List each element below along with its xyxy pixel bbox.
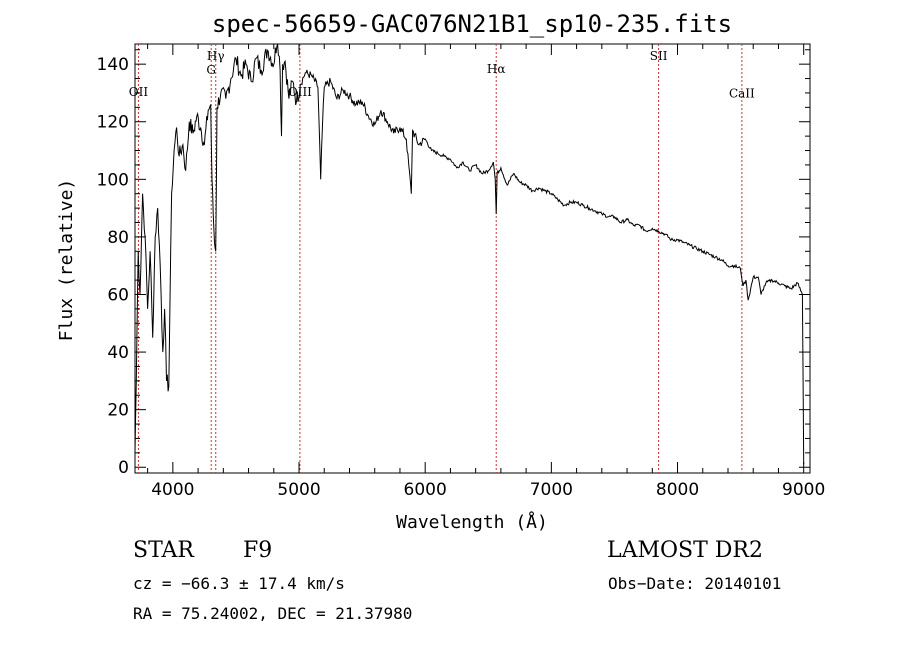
spectral-subclass: F9 [243, 538, 273, 563]
spectrum-line [134, 43, 805, 465]
observation-date: Obs−Date: 20140101 [608, 574, 782, 593]
plot-border [134, 43, 811, 474]
x-tick-label: 7000 [530, 480, 573, 500]
x-tick-label: 6000 [404, 480, 447, 500]
object-type: STAR [133, 538, 194, 563]
spectral-line-label-oiii: OIII [288, 85, 312, 99]
x-tick-label: 9000 [782, 480, 825, 500]
redshift-value: cz = −66.3 ± 17.4 km/s [133, 574, 345, 593]
spectral-line-label-g: G [206, 63, 216, 77]
plot-frame [134, 43, 811, 474]
y-tick-label: 120 [97, 113, 129, 133]
y-tick-label: 60 [107, 285, 129, 305]
x-tick-label: 5000 [277, 480, 320, 500]
x-axis-ticks: 4000 5000 6000 7000 8000 9000 [147, 44, 825, 500]
spectral-line-label-hα: Hα [487, 62, 506, 76]
spectral-line-label-hγ: Hγ [207, 49, 225, 63]
spectral-line-label-oii: OII [129, 85, 149, 99]
y-axis-ticks: 0 20 40 60 80 100 120 140 [97, 49, 810, 478]
chart-title: spec-56659-GAC076N21B1_sp10-235.fits [212, 10, 732, 38]
spectral-line-markers [137, 44, 743, 473]
x-tick-label: 8000 [656, 480, 699, 500]
x-axis-label: Wavelength (Å) [396, 511, 548, 533]
y-tick-label: 40 [107, 343, 129, 363]
y-tick-label: 100 [97, 170, 129, 190]
x-tick-label: 4000 [151, 480, 194, 500]
spectrum-series [134, 43, 805, 465]
y-tick-label: 80 [107, 228, 129, 248]
spectral-line-labels: OII HγG OIII Hα SII CaII [129, 49, 755, 100]
y-tick-label: 20 [107, 401, 129, 421]
y-tick-label: 0 [118, 458, 129, 478]
spectral-line-label-caii: CaII [729, 86, 755, 100]
survey-name: LAMOST DR2 [607, 538, 763, 563]
spectral-line-label-sii: SII [650, 49, 668, 63]
y-tick-label: 140 [97, 55, 129, 75]
coordinates: RA = 75.24002, DEC = 21.37980 [133, 604, 413, 623]
y-axis-label: Flux (relative) [56, 179, 77, 342]
